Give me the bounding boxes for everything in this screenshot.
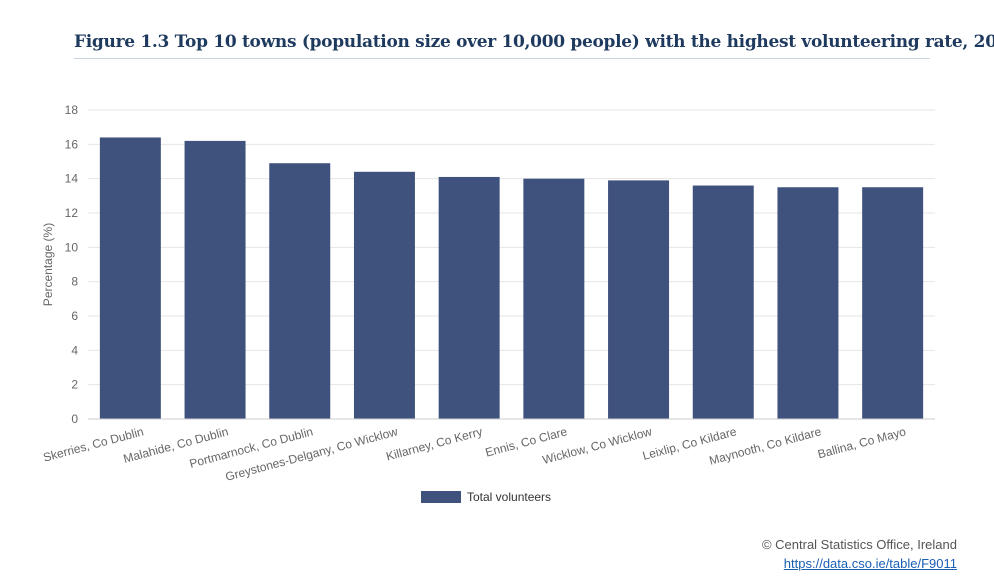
bar[interactable]	[99, 137, 161, 419]
bar[interactable]	[608, 180, 670, 419]
x-tick-label: Killarney, Co Kerry	[385, 424, 484, 463]
legend-swatch	[421, 491, 461, 503]
bar[interactable]	[523, 178, 585, 419]
y-tick-label: 0	[71, 412, 78, 426]
y-tick-label: 6	[71, 309, 78, 323]
bar[interactable]	[438, 176, 500, 419]
x-tick-label: Ballina, Co Mayo	[816, 424, 908, 461]
y-tick-label: 12	[65, 206, 79, 220]
y-tick-label: 10	[65, 240, 79, 254]
legend-label: Total volunteers	[467, 490, 552, 504]
y-tick-label: 4	[71, 343, 78, 357]
y-tick-label: 14	[65, 172, 79, 186]
bar[interactable]	[269, 163, 331, 419]
source-link[interactable]: https://data.cso.ie/table/F9011	[783, 556, 957, 571]
y-tick-label: 18	[65, 103, 79, 117]
legend[interactable]: Total volunteers	[421, 490, 551, 504]
bar[interactable]	[777, 187, 839, 419]
bar[interactable]	[353, 171, 415, 419]
y-axis-title: Percentage (%)	[41, 223, 55, 306]
title-divider	[74, 58, 930, 59]
y-tick-label: 8	[71, 275, 78, 289]
y-tick-label: 16	[65, 137, 79, 151]
credit-text: © Central Statistics Office, Ireland	[761, 537, 957, 552]
y-axis-ticks: 0 2 4 6 8 10 12 14 16 18	[65, 103, 79, 426]
y-tick-label: 2	[71, 378, 78, 392]
bar[interactable]	[862, 187, 924, 419]
bar[interactable]	[184, 140, 246, 419]
bars	[99, 137, 924, 419]
chart-title: Figure 1.3 Top 10 towns (population size…	[74, 32, 994, 52]
bar[interactable]	[692, 185, 754, 419]
